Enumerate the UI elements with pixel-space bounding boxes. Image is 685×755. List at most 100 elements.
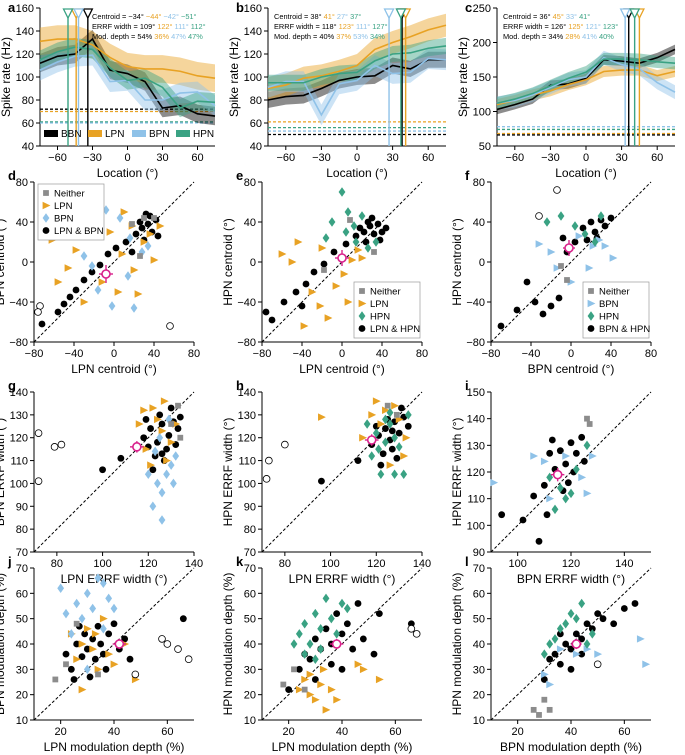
legend-marker xyxy=(358,311,366,321)
point xyxy=(344,298,353,306)
y-tick-label: 250 xyxy=(473,3,491,15)
x-tick-label: 80 xyxy=(645,348,657,360)
series-line-hpn xyxy=(496,58,676,104)
y-tick-label: 200 xyxy=(473,38,491,50)
x-tick-label: 140 xyxy=(615,558,633,570)
point-open xyxy=(50,443,59,451)
point xyxy=(158,427,167,435)
point xyxy=(52,676,59,683)
point xyxy=(301,649,309,659)
stats-value-lpn: 36% xyxy=(154,32,171,41)
point xyxy=(398,404,405,412)
point xyxy=(553,264,562,272)
point xyxy=(154,232,162,240)
point xyxy=(578,433,586,441)
centroid-marker-hpn xyxy=(629,8,641,20)
point xyxy=(72,286,80,294)
stats-label: Centroid = xyxy=(503,12,539,21)
y-axis-label: HPN modulation depth (%) xyxy=(450,573,464,716)
y-tick-label: 110 xyxy=(238,456,256,468)
point xyxy=(588,629,596,639)
point xyxy=(147,461,155,469)
panel-e: −80 −40 0 40 80 −80 −40 0 40 80 LPN centroid (°) HP… xyxy=(221,177,428,376)
x-axis-label: BPN centroid (°) xyxy=(528,362,615,376)
stats-label: Centroid = xyxy=(274,12,310,21)
point xyxy=(144,241,152,251)
point xyxy=(583,639,591,649)
y-tick-label: 80 xyxy=(244,524,256,536)
point xyxy=(172,420,181,428)
point xyxy=(306,655,314,663)
stats-row: Mod. depth = 40% 37% 53% 34% xyxy=(274,32,385,41)
point xyxy=(70,676,78,683)
panel-label-g: g xyxy=(8,378,16,393)
point xyxy=(546,494,555,503)
y-tick-label: 70 xyxy=(244,563,256,575)
point xyxy=(556,483,564,493)
point xyxy=(163,445,170,453)
point xyxy=(513,306,521,314)
legend-label: HPN xyxy=(370,312,390,323)
point xyxy=(540,649,548,659)
point xyxy=(564,277,570,283)
point xyxy=(556,645,565,653)
point xyxy=(132,230,140,238)
y-tick-label: 100 xyxy=(16,72,34,84)
point xyxy=(540,457,549,466)
point xyxy=(126,233,134,243)
point xyxy=(364,218,372,226)
legend-label-hpn: HPN xyxy=(193,129,214,140)
point xyxy=(89,603,97,614)
panel-b: −60 −30 0 30 60 40 60 80 100 120 140 160 Location (°… xyxy=(227,3,447,180)
stats-value-bpn: 47% xyxy=(171,32,188,41)
legend-marker xyxy=(43,190,49,196)
y-tick-label: 80 xyxy=(473,177,485,189)
point xyxy=(121,635,129,643)
x-tick-label: −40 xyxy=(65,348,84,360)
point xyxy=(556,624,564,634)
x-tick-label: 80 xyxy=(279,558,291,570)
x-tick-label: −80 xyxy=(25,348,44,360)
point xyxy=(64,264,73,272)
point xyxy=(110,660,119,669)
panel-j: 20 40 60 10 20 30 40 50 60 70 LPN modulation depth… xyxy=(0,563,195,754)
centroid-marker-hpn xyxy=(395,8,407,20)
x-tick-label: 20 xyxy=(55,726,67,738)
x-axis-label: BPN ERRF width (°) xyxy=(517,572,625,586)
x-axis-label: LPN modulation depth (%) xyxy=(44,740,185,754)
y-tick-label: 100 xyxy=(238,478,256,490)
panel-l: 20 40 60 10 20 30 40 50 60 70 BPN modulation depth… xyxy=(450,563,652,754)
point xyxy=(548,436,556,444)
point xyxy=(588,625,596,633)
y-axis-label: HPN ERRF width (°) xyxy=(450,418,464,527)
y-tick-label: 0 xyxy=(250,257,256,269)
y-tick-label: 50 xyxy=(244,614,256,626)
legend-label: BPN & HPN xyxy=(599,324,650,335)
point xyxy=(288,258,297,266)
point xyxy=(332,282,341,290)
point xyxy=(379,450,387,458)
point xyxy=(607,214,615,222)
point xyxy=(530,452,539,460)
point xyxy=(175,402,181,409)
stats-label: Mod. depth = xyxy=(274,32,319,41)
point xyxy=(88,261,96,271)
stats-row: ERRF width = 109° 122° 111° 112° xyxy=(92,22,206,31)
point-open xyxy=(34,477,43,485)
x-tick-label: 60 xyxy=(389,726,401,738)
point-open xyxy=(412,630,421,638)
legend-label: HPN xyxy=(599,312,619,323)
point xyxy=(359,665,368,674)
y-axis-label: HPN modulation depth (%) xyxy=(221,573,235,716)
point xyxy=(349,645,357,653)
point xyxy=(567,608,575,619)
legend-swatch-bbn xyxy=(44,130,58,137)
x-axis-label: Location (°) xyxy=(555,166,617,180)
x-tick-label: 100 xyxy=(508,558,526,570)
y-tick-label: 0 xyxy=(479,257,485,269)
legend-marker xyxy=(587,325,595,332)
stats-value-bpn: 33° xyxy=(566,12,579,21)
stats-row: ERRF width = 126° 125° 121° 123° xyxy=(503,22,618,31)
x-tick-label: 80 xyxy=(416,348,428,360)
x-tick-label: −60 xyxy=(505,152,524,164)
